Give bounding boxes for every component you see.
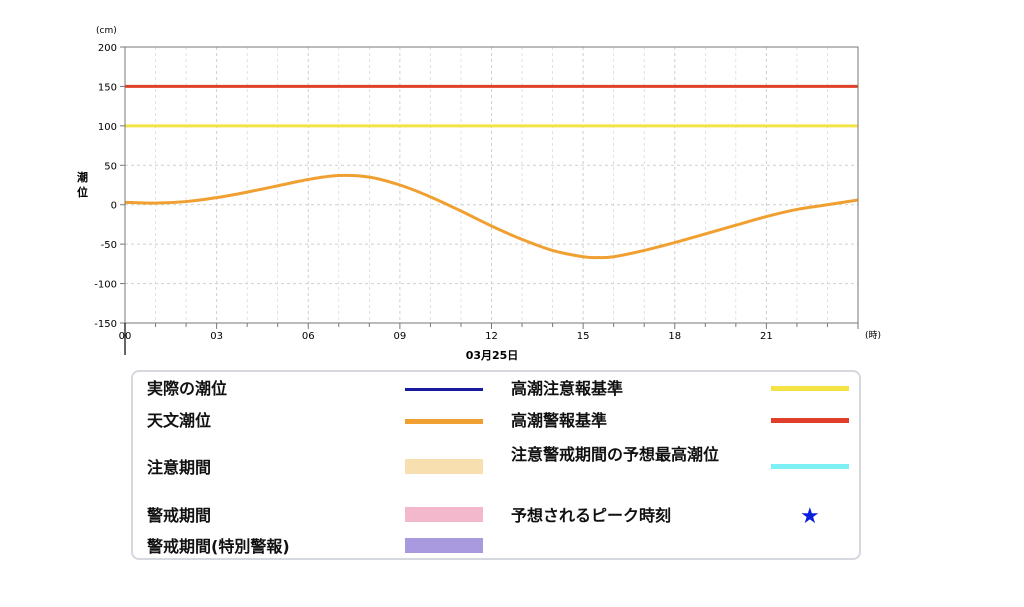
y-tick-label: 50 <box>104 161 117 172</box>
x-tick-label: 18 <box>668 331 681 342</box>
y-tick-label: -150 <box>94 319 117 330</box>
y-tick-label: 0 <box>111 201 117 212</box>
legend-label-warning-period-special: 警戒期間(特別警報) <box>147 537 290 556</box>
legend-swatch-caution-period <box>405 459 483 474</box>
legend-label-warning-period: 警戒期間 <box>147 506 212 525</box>
plot-frame <box>124 46 859 324</box>
y-tick-label: -50 <box>101 240 117 251</box>
legend-label-actual-tide: 実際の潮位 <box>147 379 228 398</box>
legend-swatch-warning-period-special <box>405 538 483 553</box>
legend-swatch-storm-surge-advisory <box>771 386 849 391</box>
x-tick-label: 09 <box>394 331 407 342</box>
y-tick-labels: 200 150 100 50 0 -50 -100 -150 <box>94 43 117 330</box>
y-tick-label: -100 <box>94 280 117 291</box>
legend-swatch-predicted-max-tide <box>771 464 849 469</box>
x-unit-label: (時) <box>865 330 881 341</box>
y-axis-title: 潮位 <box>77 170 88 199</box>
legend-label-storm-surge-warning: 高潮警報基準 <box>511 411 608 430</box>
grid <box>120 46 859 329</box>
x-tick-label: 06 <box>302 331 315 342</box>
x-tick-label: 15 <box>577 331 590 342</box>
legend-swatch-actual-tide <box>405 388 483 391</box>
y-unit-label: (cm) <box>96 26 117 36</box>
star-icon: ★ <box>800 504 820 529</box>
legend-swatch-storm-surge-warning <box>771 418 849 423</box>
series-line-astronomical-tide <box>124 173 859 260</box>
x-tick-label: 21 <box>760 331 773 342</box>
legend-label-predicted-max-tide: 注意警戒期間の予想最高潮位 <box>511 445 720 464</box>
series-layer <box>124 173 859 260</box>
legend-swatch-warning-period <box>405 507 483 522</box>
legend-label-peak-time: 予想されるピーク時刻 <box>511 506 672 525</box>
reference-lines <box>125 84 858 128</box>
legend-swatch-astronomical-tide <box>405 419 483 424</box>
y-tick-label: 100 <box>98 122 117 133</box>
legend-label-caution-period: 注意期間 <box>147 458 212 477</box>
y-tick-label: 150 <box>98 82 117 93</box>
legend-label-astronomical-tide: 天文潮位 <box>147 411 212 430</box>
x-tick-label: 03 <box>210 331 223 342</box>
date-label: 03月25日 <box>466 349 519 362</box>
x-tick-labels: 00 03 06 09 12 15 18 21 <box>119 331 773 342</box>
y-tick-label: 200 <box>98 43 117 54</box>
legend: 実際の潮位 天文潮位 注意期間 警戒期間 警戒期間(特別警報) 高潮注意報基準 … <box>131 370 861 560</box>
x-tick-label: 12 <box>485 331 498 342</box>
legend-label-storm-surge-advisory: 高潮注意報基準 <box>511 379 624 398</box>
